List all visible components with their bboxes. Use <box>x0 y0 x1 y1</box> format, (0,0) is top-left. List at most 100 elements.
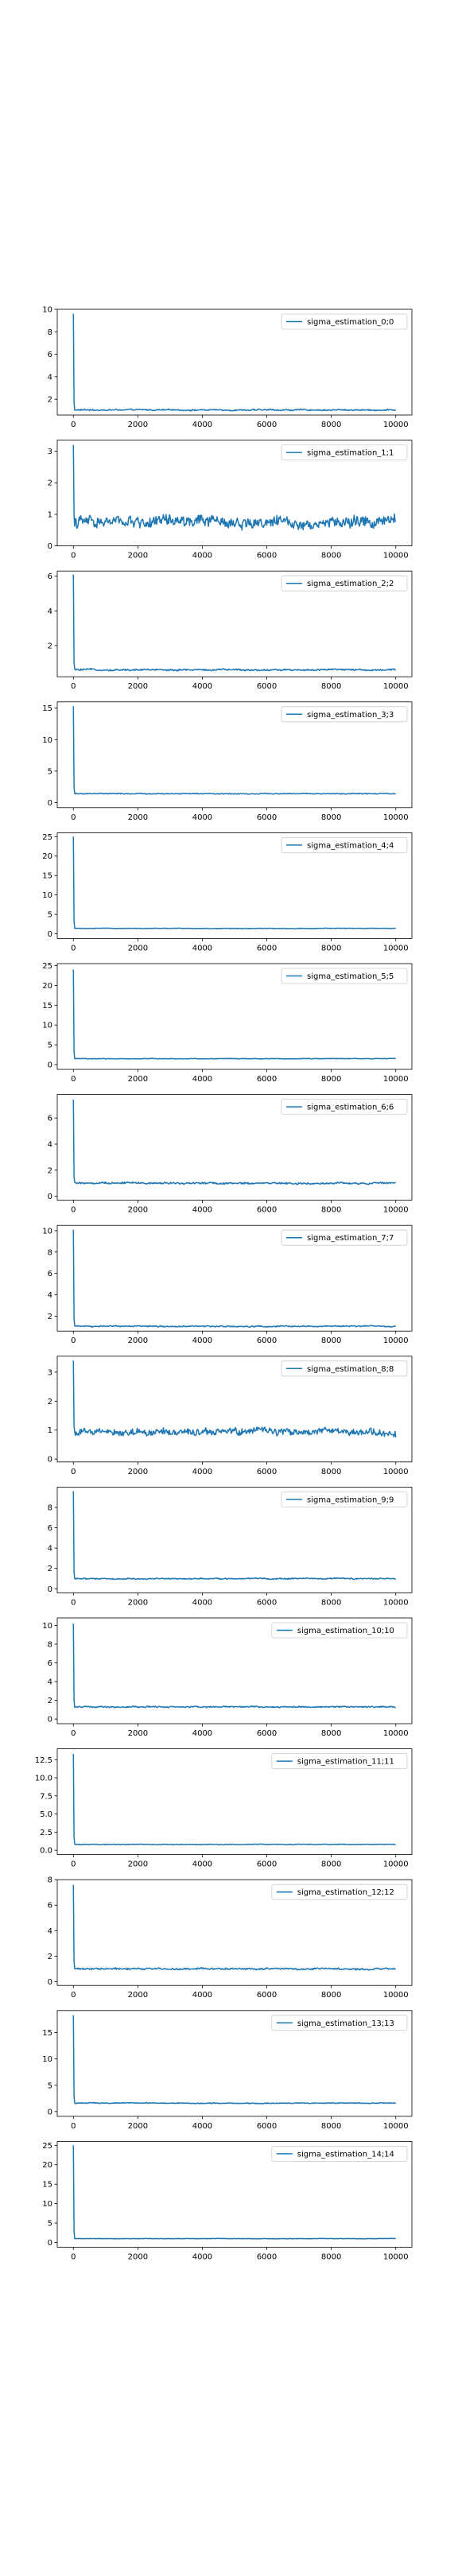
y-tick-label: 6 <box>48 1524 52 1533</box>
axes-frame <box>56 1356 413 1463</box>
y-tick-label: 1 <box>48 510 52 519</box>
x-tick-label: 6000 <box>257 421 277 429</box>
y-tick-label: 0 <box>48 930 52 939</box>
legend-label: sigma_estimation_13;13 <box>297 2019 394 2028</box>
x-tick-label: 0 <box>71 1206 76 1215</box>
series-line <box>72 444 397 531</box>
y-tick-label: 10 <box>42 891 52 900</box>
x-tick-label: 10000 <box>383 1336 409 1345</box>
y-tick-label: 4 <box>48 607 52 616</box>
x-tick-label: 0 <box>71 1860 76 1869</box>
x-tick-label: 8000 <box>321 1598 341 1607</box>
subplot-8: 0 2000 4000 6000 8000 10000 0 1 2 3 sigma_estimati… <box>48 1356 413 1476</box>
x-tick-label: 10000 <box>383 2252 409 2261</box>
y-tick-label: 25 <box>42 2142 52 2151</box>
x-tick-label: 2000 <box>128 1336 148 1345</box>
y-tick-label: 0 <box>48 1061 52 1070</box>
x-tick-label: 2000 <box>128 1075 148 1084</box>
x-tick-label: 6000 <box>257 2252 277 2261</box>
legend-box <box>281 706 408 723</box>
series-line <box>72 313 397 412</box>
y-tick-label: 20 <box>42 982 52 991</box>
y-tick-label: 10 <box>42 2200 52 2209</box>
x-tick-label: 10000 <box>383 1729 409 1738</box>
x-tick-label: 2000 <box>128 1468 148 1476</box>
y-tick-label: 0 <box>48 542 52 551</box>
subplot-0: 0 2000 4000 6000 8000 10000 2 4 6 8 10 sigma_estima… <box>42 306 413 429</box>
y-tick-label: 5 <box>48 767 52 776</box>
y-tick-label: 6 <box>48 1115 52 1123</box>
y-tick-label: 0 <box>48 1456 52 1465</box>
legend-box <box>281 313 408 330</box>
y-tick-label: 8 <box>48 1503 52 1512</box>
x-tick-label: 0 <box>71 813 76 822</box>
x-tick-label: 6000 <box>257 1336 277 1345</box>
y-tick-label: 25 <box>42 833 52 842</box>
subplot-5: 0 2000 4000 6000 8000 10000 0 5 10 15 20 25 sigma_es… <box>42 962 413 1084</box>
x-tick-label: 0 <box>71 1729 76 1738</box>
x-tick-label: 10000 <box>383 1860 409 1869</box>
axes-frame <box>56 1487 413 1593</box>
axes-frame <box>56 963 413 1070</box>
y-tick-label: 4 <box>48 1927 52 1936</box>
subplot-11: 0 2000 4000 6000 8000 10000 0.0 2.5 5.0 7.5 10.0 12… <box>35 1748 413 1869</box>
y-tick-label: 25 <box>42 962 52 971</box>
x-tick-label: 0 <box>71 1468 76 1476</box>
legend-label: sigma_estimation_5;5 <box>307 972 394 981</box>
x-tick-label: 6000 <box>257 2122 277 2131</box>
x-tick-label: 6000 <box>257 813 277 822</box>
legend-box <box>281 968 408 984</box>
x-tick-label: 0 <box>71 421 76 429</box>
x-tick-label: 10000 <box>383 944 409 952</box>
y-tick-label: 5 <box>48 2220 52 2229</box>
y-tick-label: 6 <box>48 572 52 581</box>
y-tick-label: 6 <box>48 1902 52 1911</box>
y-tick-label: 20 <box>42 2161 52 2170</box>
subplot-2: 0 2000 4000 6000 8000 10000 2 4 6 sigma_estimatio… <box>48 570 413 691</box>
series-line <box>72 2145 396 2240</box>
subplot-10: 0 2000 4000 6000 8000 10000 0 2 4 6 8 10 sigma_estim… <box>42 1617 413 1738</box>
y-tick-label: 0 <box>48 2239 52 2248</box>
series-line <box>72 574 397 672</box>
x-tick-label: 8000 <box>321 2122 341 2131</box>
y-tick-label: 8 <box>48 1640 52 1649</box>
subplot-9: 0 2000 4000 6000 8000 10000 0 2 4 6 8 sigma_estimat… <box>48 1487 413 1607</box>
x-tick-label: 0 <box>71 682 76 691</box>
legend-box <box>281 1492 408 1507</box>
axes-frame <box>56 1879 413 1986</box>
subplot-1: 0 2000 4000 6000 8000 10000 0 1 2 3 sigma_estimati… <box>48 440 413 561</box>
x-tick-label: 6000 <box>257 552 277 561</box>
y-tick-label: 4 <box>48 373 52 382</box>
axes-frame <box>56 2010 413 2117</box>
y-tick-label: 0 <box>48 1978 52 1987</box>
x-tick-label: 8000 <box>321 1468 341 1476</box>
y-tick-label: 5 <box>48 911 52 920</box>
x-tick-label: 4000 <box>192 1468 212 1476</box>
x-tick-label: 4000 <box>192 1075 212 1084</box>
y-tick-label: 15 <box>42 872 52 881</box>
axes-frame <box>56 701 413 809</box>
x-tick-label: 8000 <box>321 682 341 691</box>
x-tick-label: 8000 <box>321 2252 341 2261</box>
y-tick-label: 2 <box>48 479 52 488</box>
y-tick-label: 6 <box>48 1270 52 1278</box>
x-tick-label: 4000 <box>192 421 212 429</box>
y-tick-label: 10 <box>42 736 52 745</box>
axes-frame <box>56 440 413 546</box>
y-tick-label: 2 <box>48 1953 52 1961</box>
x-tick-label: 2000 <box>128 682 148 691</box>
series-line <box>72 706 396 795</box>
legend-label: sigma_estimation_11;11 <box>297 1758 394 1767</box>
y-tick-label: 2 <box>48 1697 52 1705</box>
x-tick-label: 10000 <box>383 813 409 822</box>
y-tick-label: 12.5 <box>35 1756 52 1765</box>
legend-label: sigma_estimation_0;0 <box>307 318 394 327</box>
x-tick-label: 2000 <box>128 1991 148 2000</box>
x-tick-label: 10000 <box>383 1598 409 1607</box>
subplot-7: 0 2000 4000 6000 8000 10000 2 4 6 8 10 sigma_estima… <box>42 1224 413 1345</box>
x-tick-label: 8000 <box>321 813 341 822</box>
axes-frame <box>56 570 413 677</box>
x-tick-label: 10000 <box>383 682 409 691</box>
y-tick-label: 5.0 <box>40 1810 52 1819</box>
